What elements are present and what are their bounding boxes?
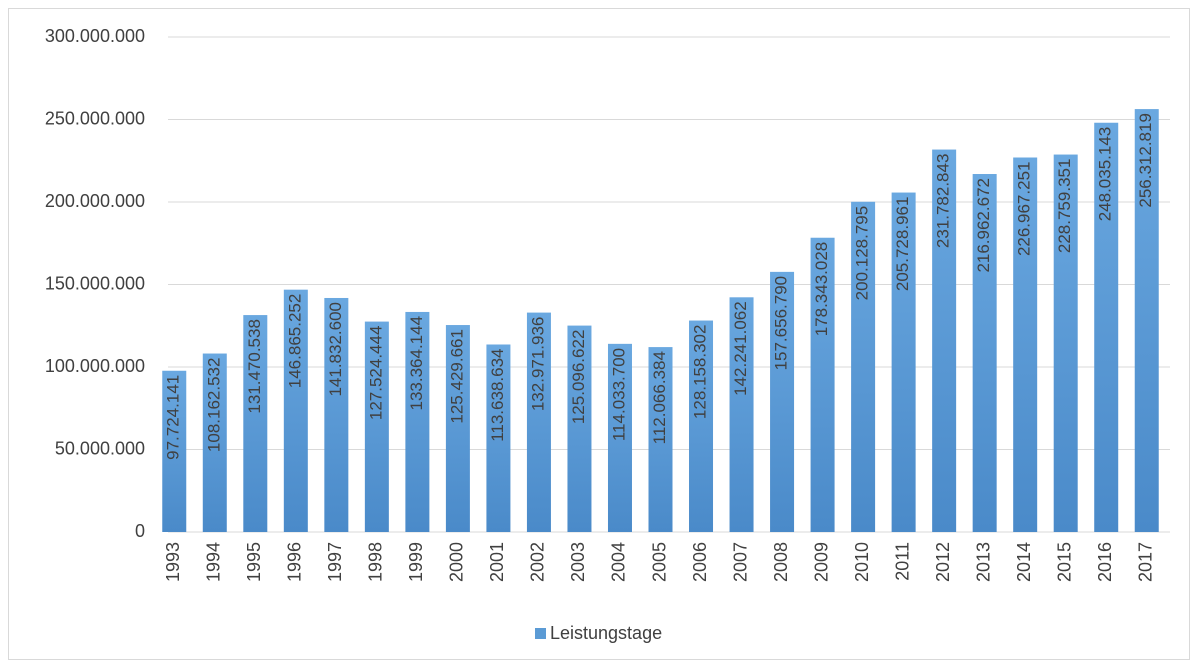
x-tick-label: 2008 <box>771 542 791 582</box>
y-tick-label: 100.000.000 <box>45 356 145 376</box>
data-label: 248.035.143 <box>1096 127 1115 222</box>
chart-frame <box>8 8 1190 660</box>
data-label: 127.524.444 <box>366 326 385 421</box>
data-label: 125.429.661 <box>447 329 466 424</box>
bar <box>972 174 997 532</box>
bar <box>324 297 349 532</box>
x-tick-label: 2009 <box>811 542 831 582</box>
x-tick-label: 2016 <box>1095 542 1115 582</box>
data-label: 108.162.532 <box>204 358 223 453</box>
bar <box>932 149 957 533</box>
bar <box>851 201 876 533</box>
x-tick-label: 2003 <box>568 542 588 582</box>
data-label: 142.241.062 <box>731 301 750 396</box>
y-tick-label: 150.000.000 <box>45 273 145 293</box>
bar <box>567 325 592 532</box>
data-label: 114.033.700 <box>609 348 628 441</box>
bar <box>891 192 916 532</box>
bar <box>445 325 470 532</box>
data-label: 226.967.251 <box>1015 162 1034 257</box>
data-label: 97.724.141 <box>164 375 183 460</box>
data-label: 216.962.672 <box>974 178 993 273</box>
bar <box>405 311 430 532</box>
x-tick-label: 2005 <box>649 542 669 582</box>
x-tick-label: 1993 <box>163 542 183 582</box>
data-label: 200.128.795 <box>853 206 872 301</box>
bar <box>1134 109 1159 532</box>
x-tick-label: 1996 <box>285 542 305 582</box>
x-tick-label: 1997 <box>325 542 345 582</box>
y-tick-label: 300.000.000 <box>45 26 145 46</box>
data-label: 128.158.302 <box>691 325 710 420</box>
bar <box>1013 157 1038 532</box>
x-tick-label: 2006 <box>690 542 710 582</box>
legend-label: Leistungstage <box>550 623 662 643</box>
data-label: 113.638.634 <box>488 348 507 441</box>
x-tick-label: 2000 <box>447 542 467 582</box>
bar <box>283 289 308 532</box>
x-tick-label: 2012 <box>933 542 953 582</box>
x-tick-label: 2007 <box>730 542 750 582</box>
x-tick-label: 1994 <box>204 542 224 582</box>
bar <box>526 312 551 532</box>
y-tick-label: 0 <box>135 521 145 541</box>
x-tick-label: 2010 <box>852 542 872 582</box>
bar <box>648 347 673 532</box>
x-tick-label: 1995 <box>244 542 264 582</box>
y-tick-label: 250.000.000 <box>45 108 145 128</box>
bar <box>202 353 227 532</box>
bar <box>364 321 389 532</box>
data-label: 157.656.790 <box>772 276 791 371</box>
x-tick-label: 1998 <box>366 542 386 582</box>
data-label: 178.343.028 <box>812 242 831 337</box>
data-label: 133.364.144 <box>407 316 426 411</box>
data-label: 132.971.936 <box>528 317 547 412</box>
bar <box>243 315 268 532</box>
data-label: 125.096.622 <box>569 330 588 425</box>
bar <box>486 344 511 532</box>
x-tick-label: 2017 <box>1135 542 1155 582</box>
data-label: 231.782.843 <box>934 154 953 249</box>
x-tick-label: 2014 <box>1014 542 1034 582</box>
data-label: 141.832.600 <box>326 302 345 397</box>
bar <box>770 271 795 532</box>
data-label: 256.312.819 <box>1136 113 1155 208</box>
bar <box>1053 154 1078 533</box>
x-tick-label: 1999 <box>406 542 426 582</box>
legend-swatch <box>535 628 546 639</box>
data-label: 205.728.961 <box>893 197 912 292</box>
bar <box>729 297 754 532</box>
data-label: 146.865.252 <box>285 294 304 389</box>
data-label: 112.066.384 <box>650 351 669 444</box>
bar <box>162 370 187 532</box>
y-tick-label: 50.000.000 <box>55 438 145 458</box>
y-tick-label: 200.000.000 <box>45 191 145 211</box>
x-tick-label: 2013 <box>973 542 993 582</box>
x-tick-label: 2001 <box>487 542 507 582</box>
bar <box>810 237 835 532</box>
x-tick-label: 2004 <box>609 542 629 582</box>
bar <box>1094 122 1119 533</box>
data-label: 228.759.351 <box>1055 159 1074 254</box>
x-tick-label: 2011 <box>892 542 912 581</box>
data-label: 131.470.538 <box>245 319 264 414</box>
bar <box>607 343 632 532</box>
x-tick-label: 2002 <box>528 542 548 582</box>
x-tick-label: 2015 <box>1054 542 1074 582</box>
bar <box>689 320 714 532</box>
